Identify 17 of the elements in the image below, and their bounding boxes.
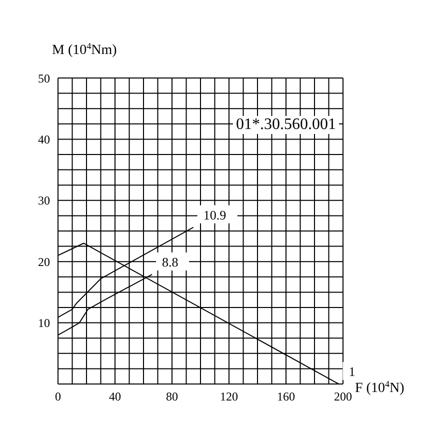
x-tick-label: 0 — [55, 390, 61, 404]
series-label: 10.9 — [203, 207, 226, 222]
x-tick-label: 160 — [277, 390, 295, 404]
y-tick-label: 20 — [38, 254, 50, 269]
y-tick-label: 50 — [38, 71, 50, 86]
y-tick-label: 40 — [38, 132, 50, 146]
annotation: 01*.30.560.001 — [233, 116, 339, 134]
x-tick-label: 120 — [220, 390, 238, 404]
y-tick-label: 30 — [38, 194, 50, 208]
series-label: 8.8 — [162, 254, 178, 270]
x-tick-label: 80 — [166, 390, 178, 404]
x-axis-title: F (10$^{4}$N) — [355, 379, 405, 396]
x-tick-label: 40 — [109, 390, 121, 404]
x-tick-label: 200 — [334, 390, 352, 404]
series-label: 1 — [348, 364, 356, 379]
y-tick-label: 10 — [38, 316, 50, 330]
y-axis-title: M (10$^{4}$Nm) — [52, 41, 118, 58]
